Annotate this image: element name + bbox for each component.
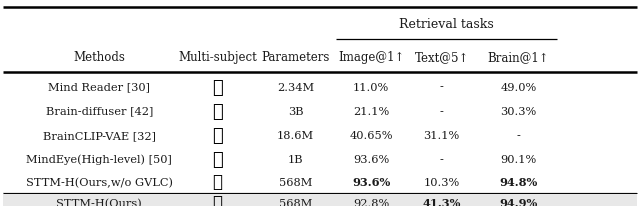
Text: STTM-H(Ours): STTM-H(Ours)	[56, 199, 142, 206]
Text: 10.3%: 10.3%	[424, 178, 460, 188]
Text: 568M: 568M	[279, 199, 312, 206]
Text: Parameters: Parameters	[262, 51, 330, 64]
Text: 31.1%: 31.1%	[424, 131, 460, 141]
Text: ✗: ✗	[212, 103, 223, 121]
Text: -: -	[440, 155, 444, 165]
Text: 3B: 3B	[288, 107, 303, 117]
Text: ✗: ✗	[212, 78, 223, 97]
Text: -: -	[516, 131, 520, 141]
Text: BrainCLIP-VAE [32]: BrainCLIP-VAE [32]	[43, 131, 156, 141]
Text: 568M: 568M	[279, 178, 312, 188]
Text: 11.0%: 11.0%	[353, 83, 389, 92]
Text: 90.1%: 90.1%	[500, 155, 536, 165]
Text: 41.3%: 41.3%	[422, 198, 461, 206]
Text: ✗: ✗	[212, 151, 223, 169]
Text: 1B: 1B	[288, 155, 303, 165]
Text: Retrieval tasks: Retrieval tasks	[399, 18, 494, 31]
Text: Brain@1↑: Brain@1↑	[488, 51, 549, 64]
Text: 92.8%: 92.8%	[353, 199, 389, 206]
Text: Text@5↑: Text@5↑	[415, 51, 468, 64]
Text: 49.0%: 49.0%	[500, 83, 536, 92]
Text: 94.8%: 94.8%	[499, 177, 538, 188]
Bar	[3, 192, 637, 206]
Text: Methods: Methods	[73, 51, 125, 64]
Text: Mind Reader [30]: Mind Reader [30]	[48, 83, 150, 92]
Text: 2.34M: 2.34M	[277, 83, 314, 92]
Text: 40.65%: 40.65%	[349, 131, 393, 141]
Text: ✓: ✓	[212, 174, 223, 191]
Text: Brain-diffuser [42]: Brain-diffuser [42]	[45, 107, 153, 117]
Text: Multi-subject: Multi-subject	[178, 51, 257, 64]
Text: -: -	[440, 83, 444, 92]
Text: ✗: ✗	[212, 127, 223, 145]
Text: 30.3%: 30.3%	[500, 107, 536, 117]
Text: ✓: ✓	[212, 195, 223, 206]
Text: STTM-H(Ours,w/o GVLC): STTM-H(Ours,w/o GVLC)	[26, 178, 173, 188]
Text: -: -	[440, 107, 444, 117]
Text: 18.6M: 18.6M	[277, 131, 314, 141]
Text: Image@1↑: Image@1↑	[338, 51, 404, 64]
Text: 93.6%: 93.6%	[353, 155, 389, 165]
Text: MindEye(High-level) [50]: MindEye(High-level) [50]	[26, 155, 172, 165]
Text: 94.9%: 94.9%	[499, 198, 538, 206]
Text: 93.6%: 93.6%	[352, 177, 390, 188]
Text: 21.1%: 21.1%	[353, 107, 389, 117]
